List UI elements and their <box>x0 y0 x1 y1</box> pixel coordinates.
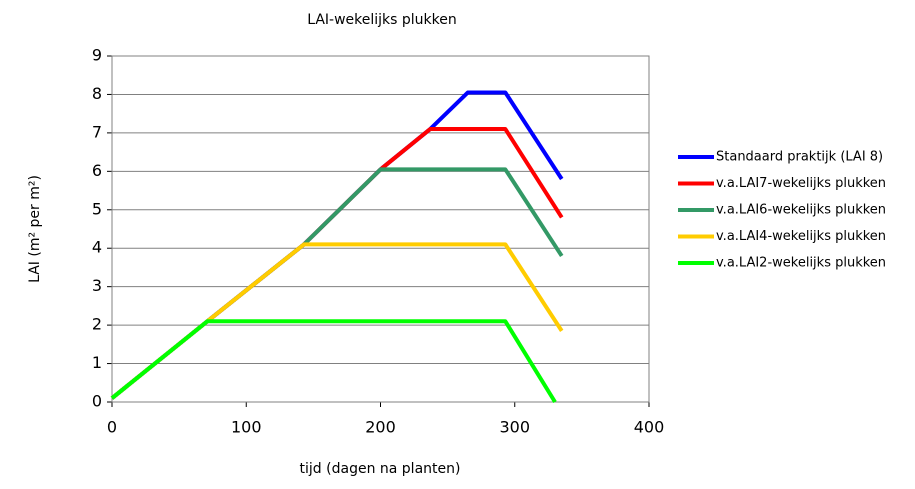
x-tick-label: 0 <box>107 418 117 437</box>
x-axis-label: tijd (dagen na planten) <box>300 461 461 477</box>
y-tick-label: 7 <box>92 122 102 141</box>
legend-label: v.a.LAI6-wekelijks plukken <box>716 203 886 218</box>
legend-label: Standaard praktijk (LAI 8) <box>716 150 883 165</box>
y-tick-label: 6 <box>92 161 102 180</box>
x-tick-label: 300 <box>499 418 530 437</box>
legend-label: v.a.LAI2-wekelijks plukken <box>716 256 886 271</box>
chart-title: LAI-wekelijks plukken <box>307 12 457 28</box>
x-tick-label: 200 <box>365 418 396 437</box>
series-line <box>110 319 557 404</box>
y-tick-label: 9 <box>92 46 102 65</box>
y-tick-label: 8 <box>92 84 102 103</box>
x-tick-label: 100 <box>231 418 262 437</box>
y-tick-label: 4 <box>92 238 102 257</box>
y-tick-label: 5 <box>92 199 102 218</box>
y-axis-label: LAI (m² per m²) <box>27 175 43 283</box>
y-tick-label: 1 <box>92 353 102 372</box>
plot-border <box>111 55 650 403</box>
legend-label: v.a.LAI7-wekelijks plukken <box>716 176 886 191</box>
y-tick-label: 2 <box>92 315 102 334</box>
x-tick-label: 400 <box>634 418 665 437</box>
legend-label: v.a.LAI4-wekelijks plukken <box>716 229 886 244</box>
y-tick-label: 3 <box>92 276 102 295</box>
y-tick-label: 0 <box>92 392 102 411</box>
